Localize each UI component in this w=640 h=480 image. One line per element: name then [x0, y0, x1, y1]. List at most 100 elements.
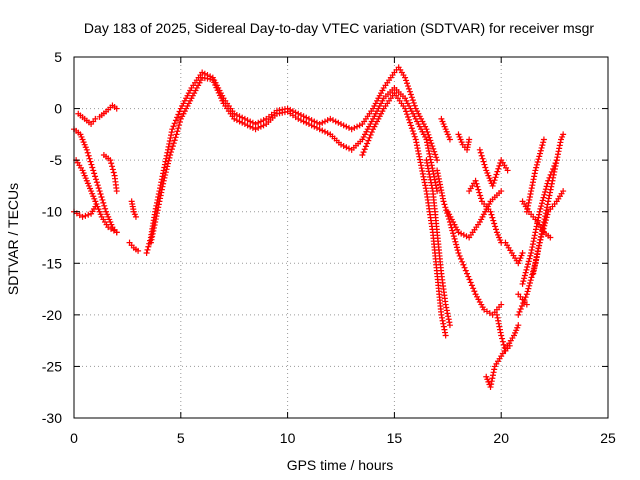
data-point: [532, 226, 539, 233]
data-point: [499, 338, 506, 345]
data-point: [170, 123, 177, 130]
data-point: [249, 124, 256, 131]
data-point: [343, 123, 350, 130]
data-point: [531, 235, 538, 242]
data-point: [489, 375, 496, 382]
data-point: [423, 126, 430, 133]
data-point: [518, 303, 525, 310]
x-tick-label: 20: [493, 430, 509, 446]
data-point: [472, 177, 479, 184]
y-tick-label: -10: [42, 204, 62, 220]
data-point: [554, 154, 561, 161]
series-arc-15: [466, 177, 505, 246]
data-point: [93, 179, 100, 186]
data-point: [551, 163, 558, 170]
data-point: [519, 249, 526, 256]
data-point: [548, 168, 555, 175]
data-point: [305, 121, 312, 128]
data-point: [313, 124, 320, 131]
data-point: [546, 174, 553, 181]
data-point: [461, 264, 468, 271]
data-point: [173, 131, 180, 138]
data-point: [94, 182, 101, 189]
data-point: [524, 261, 531, 268]
data-point: [406, 119, 413, 126]
data-point: [316, 126, 323, 133]
data-point: [407, 91, 414, 98]
data-point: [492, 174, 499, 181]
data-point: [150, 227, 157, 234]
data-point: [155, 201, 162, 208]
data-point: [303, 119, 310, 126]
data-point: [535, 156, 542, 163]
x-tick-label: 15: [387, 430, 403, 446]
y-tick-label: 5: [54, 49, 62, 65]
data-point: [171, 137, 178, 144]
data-point: [531, 232, 538, 239]
data-point: [166, 137, 173, 144]
data-point: [90, 167, 97, 174]
data-point: [346, 145, 353, 152]
data-point: [96, 188, 103, 195]
data-point: [533, 161, 540, 168]
data-point: [531, 170, 538, 177]
data-point: [537, 236, 544, 243]
data-point: [87, 158, 94, 165]
x-tick-label: 5: [177, 430, 185, 446]
data-point: [454, 247, 461, 254]
data-point: [445, 316, 452, 323]
data-point: [316, 121, 323, 128]
data-point: [163, 166, 170, 173]
data-point: [241, 121, 248, 128]
data-point: [160, 177, 167, 184]
data-point: [490, 369, 497, 376]
data-point: [408, 125, 415, 132]
series-arc-3: [73, 157, 120, 236]
data-point: [92, 173, 99, 180]
data-point: [167, 151, 174, 158]
data-point: [526, 282, 533, 289]
data-point: [490, 180, 497, 187]
data-point: [84, 149, 91, 156]
data-point: [164, 146, 171, 153]
data-point: [411, 102, 418, 109]
data-point: [466, 276, 473, 283]
data-point: [244, 117, 251, 124]
data-point: [168, 146, 175, 153]
data-point: [408, 94, 415, 101]
data-point: [151, 221, 158, 228]
data-point: [109, 163, 116, 170]
data-point: [458, 230, 465, 237]
data-point: [98, 193, 105, 200]
data-point: [321, 128, 328, 135]
data-point: [409, 128, 416, 135]
data-point: [432, 151, 439, 158]
data-point: [520, 278, 527, 285]
data-point: [149, 233, 156, 240]
data-point: [147, 239, 154, 246]
data-point: [442, 204, 449, 211]
data-point: [491, 366, 498, 373]
data-point: [199, 69, 206, 76]
series-arc-21: [519, 157, 560, 287]
data-point: [479, 155, 486, 162]
data-point: [239, 119, 246, 126]
data-point: [170, 140, 177, 147]
data-point: [361, 146, 368, 153]
data-point: [547, 234, 554, 241]
data-point: [308, 122, 315, 129]
data-point: [211, 79, 218, 86]
data-point: [406, 88, 413, 95]
data-point: [492, 223, 499, 230]
data-point: [368, 129, 375, 136]
data-point: [174, 128, 181, 135]
data-point: [519, 280, 526, 287]
data-point: [340, 122, 347, 129]
data-point: [162, 169, 169, 176]
data-point: [526, 196, 533, 203]
data-point: [529, 179, 536, 186]
data-point: [529, 244, 536, 251]
data-point: [255, 119, 262, 126]
data-point: [92, 115, 99, 122]
data-point: [172, 134, 179, 141]
